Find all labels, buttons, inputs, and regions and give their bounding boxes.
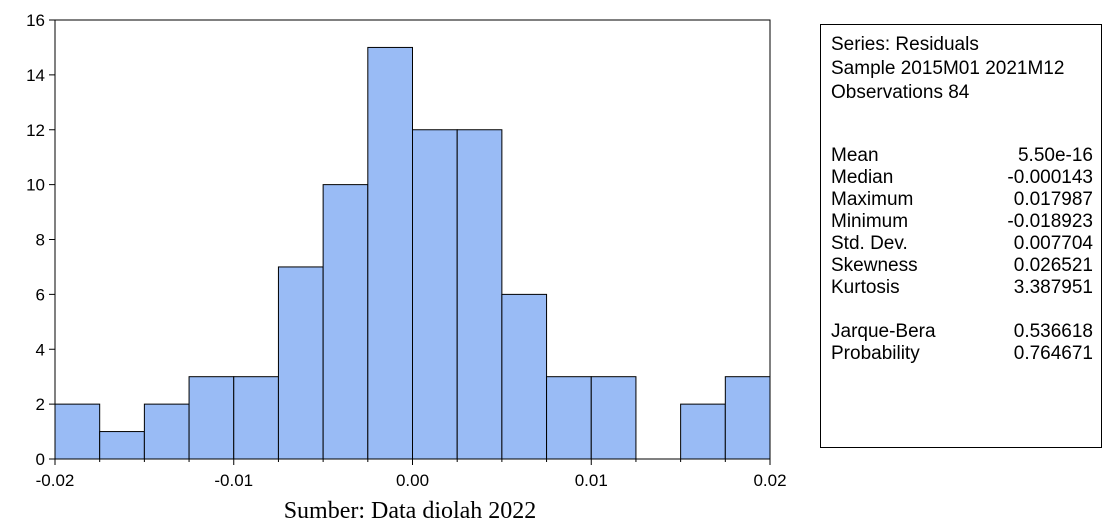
stat-label: Skewness — [831, 255, 918, 276]
stat-label: Mean — [831, 145, 879, 166]
stat-row-skewness: Skewness 0.026521 — [831, 255, 1093, 277]
histogram-bar — [680, 403, 726, 460]
stat-value: 0.007704 — [1013, 233, 1093, 254]
x-tick-label: 0.00 — [396, 471, 429, 490]
histogram-bar — [724, 376, 771, 460]
histogram-bar — [54, 403, 101, 460]
y-tick-label: 0 — [36, 450, 45, 469]
series-label: Series: Residuals — [831, 34, 979, 55]
stat-label: Maximum — [831, 189, 914, 210]
y-tick-label: 16 — [26, 11, 45, 30]
y-tick-label: 10 — [26, 176, 45, 195]
stat-value: 0.764671 — [1013, 343, 1093, 364]
stat-row-probability: Probability 0.764671 — [831, 343, 1093, 365]
sample-label: Sample 2015M01 2021M12 — [831, 58, 1065, 79]
observations-label: Observations 84 — [831, 82, 970, 103]
stat-value: 5.50e-16 — [1017, 145, 1093, 166]
histogram-bar — [233, 376, 279, 460]
histogram-bar — [501, 293, 548, 460]
stat-value: 3.387951 — [1013, 277, 1093, 298]
stat-label: Minimum — [831, 211, 909, 232]
stat-value: -0.000143 — [1007, 167, 1093, 188]
histogram-chart: 0 2 4 6 8 10 12 14 16 -0.02 -0.01 0.00 0.01 0.02 — [26, 11, 787, 490]
x-tick-label: -0.01 — [214, 471, 253, 490]
y-tick-label: 12 — [26, 121, 45, 140]
stat-value: -0.018923 — [1007, 211, 1093, 232]
histogram-bar — [188, 376, 235, 460]
stat-row-mean: Mean 5.50e-16 — [831, 145, 1093, 167]
histogram-bar — [456, 129, 503, 460]
histogram-bar — [322, 184, 369, 460]
stat-row-minimum: Minimum -0.018923 — [831, 211, 1093, 233]
stat-row-std-dev: Std. Dev. 0.007704 — [831, 233, 1093, 255]
y-tick-label: 14 — [26, 66, 45, 85]
histogram-bar — [412, 129, 458, 460]
histogram-bar — [546, 376, 592, 460]
histogram-bar — [367, 46, 413, 460]
x-tick-label: -0.02 — [36, 471, 75, 490]
bars-group — [54, 46, 771, 460]
histogram-bar — [143, 403, 190, 460]
stat-row-median: Median -0.000143 — [831, 167, 1093, 189]
stat-label: Std. Dev. — [831, 233, 908, 254]
histogram-bar — [277, 266, 324, 460]
y-tick-label: 2 — [36, 395, 45, 414]
histogram-bar — [99, 431, 145, 460]
statistics-table: Mean 5.50e-16 Median -0.000143 Maximum 0… — [831, 145, 1093, 365]
stat-row-jarque-bera: Jarque-Bera 0.536618 — [831, 321, 1093, 343]
stat-row-maximum: Maximum 0.017987 — [831, 189, 1093, 211]
x-tick-label: 0.01 — [575, 471, 608, 490]
stat-label: Jarque-Bera — [831, 321, 936, 342]
stat-row-kurtosis: Kurtosis 3.387951 — [831, 277, 1093, 299]
y-axis: 0 2 4 6 8 10 12 14 16 — [26, 11, 55, 469]
stat-value: 0.026521 — [1013, 255, 1093, 276]
y-tick-label: 8 — [36, 231, 45, 250]
stat-label: Probability — [831, 343, 920, 364]
y-tick-label: 4 — [36, 340, 45, 359]
statistics-panel: Series: Residuals Sample 2015M01 2021M12… — [820, 24, 1102, 448]
stat-label: Kurtosis — [831, 277, 900, 298]
figure-caption: Sumber: Data diolah 2022 — [283, 498, 537, 524]
y-tick-label: 6 — [36, 285, 45, 304]
x-tick-label: 0.02 — [753, 471, 786, 490]
stat-value: 0.536618 — [1013, 321, 1093, 342]
stat-label: Median — [831, 167, 894, 188]
x-axis: -0.02 -0.01 0.00 0.01 0.02 — [36, 459, 787, 490]
stat-value: 0.017987 — [1013, 189, 1093, 210]
histogram-bar — [590, 376, 637, 460]
